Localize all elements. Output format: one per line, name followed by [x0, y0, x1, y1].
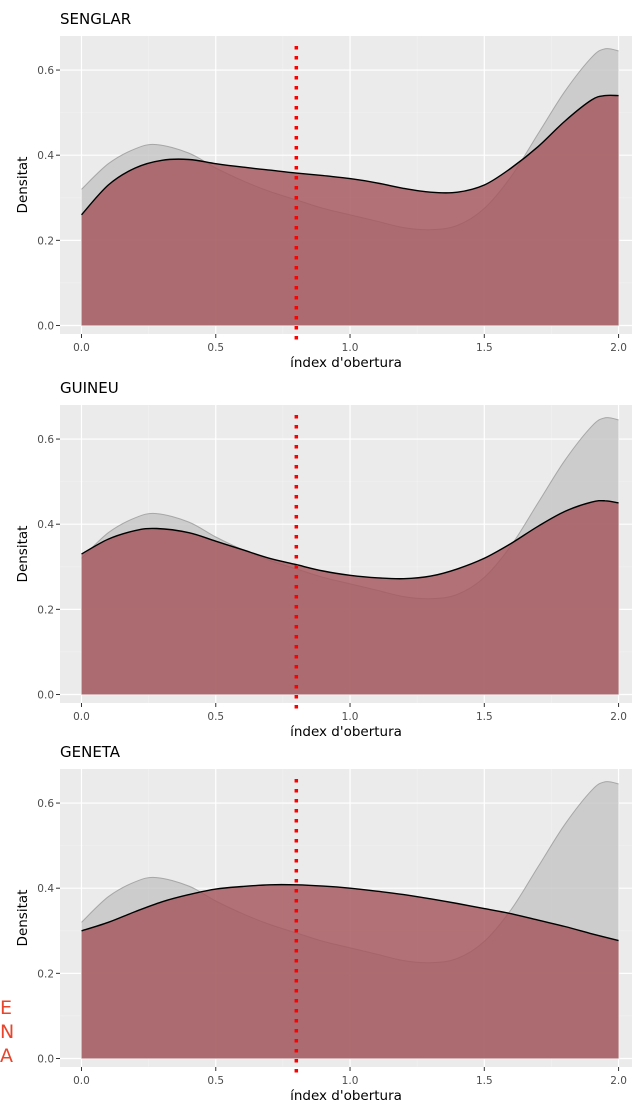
- y-tick-label: 0.6: [37, 65, 54, 77]
- x-tick-label: 1.5: [476, 342, 493, 354]
- x-axis-label: índex d'obertura: [290, 355, 402, 371]
- x-tick-label: 1.5: [476, 1075, 493, 1087]
- y-tick-label: 0.2: [37, 968, 54, 980]
- chart-panel-senglar: SENGLAR 0.0 0.2 0.4 0.6 0.0 0.5 1.0 1.5 2.0 índex …: [15, 10, 632, 371]
- chart-title: GENETA: [60, 743, 121, 761]
- x-tick-label: 1.0: [342, 1075, 359, 1087]
- x-tick-label: 2.0: [610, 711, 627, 723]
- side-letter: N: [0, 1021, 15, 1043]
- x-tick-label: 2.0: [610, 342, 627, 354]
- species-density-line: [81, 883, 619, 942]
- species-density-line: [81, 499, 619, 580]
- x-tick-label: 1.5: [476, 711, 493, 723]
- chart-title: GUINEU: [60, 379, 119, 397]
- side-letter: E: [0, 997, 13, 1019]
- species-density-area: [81, 95, 619, 326]
- x-tick-label: 0.0: [73, 1075, 90, 1087]
- y-axis-label: Densitat: [15, 157, 31, 214]
- y-tick-label: 0.0: [37, 320, 54, 332]
- side-letter: A: [0, 1045, 13, 1067]
- y-axis-label: Densitat: [15, 526, 31, 583]
- side-letters: E N A: [0, 996, 20, 1068]
- y-tick-label: 0.4: [37, 883, 54, 895]
- y-tick-label: 0.0: [37, 1053, 54, 1065]
- x-axis-label: índex d'obertura: [290, 1088, 402, 1103]
- species-density-area: [81, 884, 619, 1059]
- y-tick-label: 0.4: [37, 519, 54, 531]
- x-tick-label: 0.5: [207, 711, 224, 723]
- x-tick-label: 2.0: [610, 1075, 627, 1087]
- x-tick-label: 0.5: [207, 1075, 224, 1087]
- chart-title: SENGLAR: [60, 10, 131, 28]
- y-axis-label: Densitat: [15, 890, 31, 947]
- species-density-line: [80, 94, 619, 216]
- y-tick-label: 0.2: [37, 604, 54, 616]
- y-tick-label: 0.6: [37, 798, 54, 810]
- chart-panel-guineu: GUINEU 0.0 0.2 0.4 0.6 0.0 0.5 1.0 1.5 2.0 índex d…: [15, 379, 632, 740]
- x-tick-label: 0.5: [207, 342, 224, 354]
- y-tick-label: 0.2: [37, 235, 54, 247]
- x-tick-label: 0.0: [73, 342, 90, 354]
- chart-panel-geneta: GENETA 0.0 0.2 0.4 0.6 0.0 0.5 1.0 1.5 2.0 índex d…: [15, 743, 632, 1103]
- y-tick-label: 0.6: [37, 434, 54, 446]
- y-tick-label: 0.0: [37, 689, 54, 701]
- x-tick-label: 1.0: [342, 711, 359, 723]
- y-tick-label: 0.4: [37, 150, 54, 162]
- x-tick-label: 1.0: [342, 342, 359, 354]
- x-tick-label: 0.0: [73, 711, 90, 723]
- x-axis-label: índex d'obertura: [290, 724, 402, 740]
- species-density-area: [81, 500, 619, 695]
